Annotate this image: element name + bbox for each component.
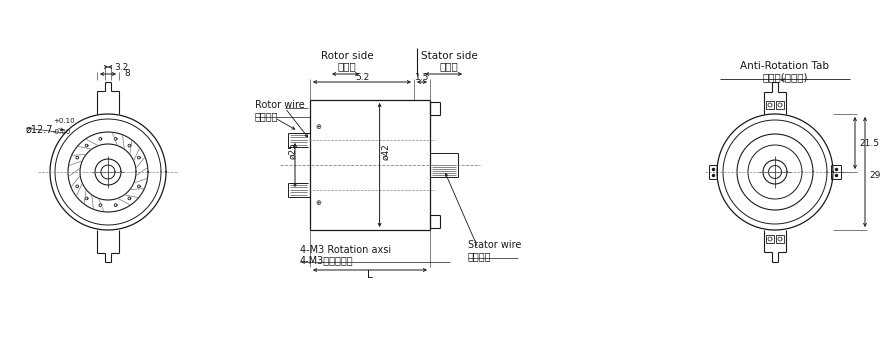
Text: L: L	[367, 270, 373, 280]
Text: 转子边: 转子边	[338, 61, 356, 71]
Text: Rotor side: Rotor side	[320, 51, 373, 61]
Text: 29: 29	[869, 172, 880, 181]
Bar	[776, 101, 784, 109]
Text: 转子出线: 转子出线	[255, 111, 278, 121]
Text: -0.00: -0.00	[53, 129, 71, 135]
Text: ø12.7: ø12.7	[26, 125, 54, 135]
Text: 8: 8	[124, 70, 130, 78]
Text: 21.5: 21.5	[859, 139, 879, 147]
Bar	[766, 235, 774, 243]
Text: +0.10: +0.10	[53, 118, 75, 124]
Bar	[776, 235, 784, 243]
Text: Stator side: Stator side	[421, 51, 477, 61]
Text: 3.2: 3.2	[114, 63, 128, 71]
Text: 4-M3 Rotation axsi: 4-M3 Rotation axsi	[300, 245, 391, 255]
Text: 5.2: 5.2	[355, 74, 369, 83]
Text: 止转片(可调节): 止转片(可调节)	[762, 72, 808, 82]
Text: 1.5: 1.5	[414, 74, 429, 83]
Text: ø25: ø25	[289, 142, 297, 159]
Text: Rotor wire: Rotor wire	[255, 100, 304, 110]
Text: Anti-Rotation Tab: Anti-Rotation Tab	[740, 61, 830, 71]
Text: ⊕: ⊕	[315, 124, 321, 130]
Text: 定子边: 定子边	[440, 61, 458, 71]
Text: ø42: ø42	[382, 143, 391, 160]
Bar	[766, 101, 774, 109]
Text: ⊕: ⊕	[315, 200, 321, 206]
Text: 4-M3转子固定孔: 4-M3转子固定孔	[300, 255, 354, 265]
Text: Stator wire: Stator wire	[468, 240, 521, 250]
Text: 定子出线: 定子出线	[468, 251, 492, 261]
